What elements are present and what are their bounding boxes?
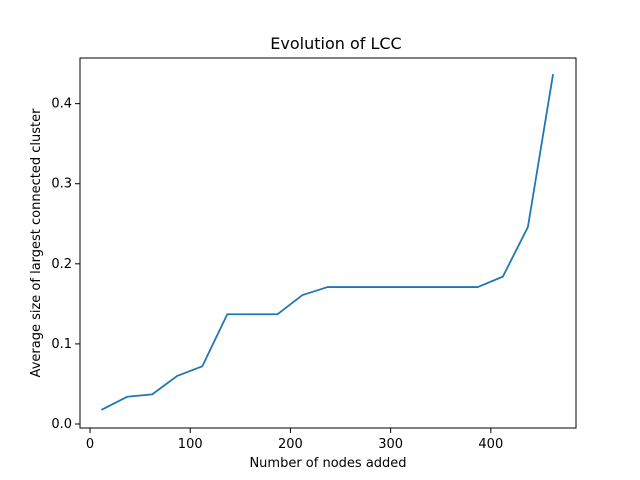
y-axis: 0.0 0.1 0.2 0.3 0.4 [51, 97, 80, 432]
series-line [101, 73, 554, 411]
plot-area [79, 57, 577, 429]
x-tick-label: 100 [178, 437, 203, 452]
y-tick-label: 0.0 [51, 417, 72, 432]
y-axis-label: Average size of largest connected cluste… [29, 108, 44, 378]
series-layer [101, 73, 554, 411]
x-axis: 0 100 200 300 400 [86, 428, 503, 452]
y-tick-label: 0.4 [51, 97, 72, 112]
x-tick-label: 200 [278, 437, 303, 452]
y-tick-label: 0.1 [51, 337, 72, 352]
plot-frame [79, 57, 577, 429]
chart-title: Evolution of LCC [270, 34, 401, 53]
x-tick-label: 400 [478, 437, 503, 452]
x-tick-label: 300 [378, 437, 403, 452]
y-tick-label: 0.2 [51, 257, 72, 272]
x-axis-label: Number of nodes added [249, 456, 406, 471]
x-tick-label: 0 [86, 437, 94, 452]
y-tick-label: 0.3 [51, 177, 72, 192]
